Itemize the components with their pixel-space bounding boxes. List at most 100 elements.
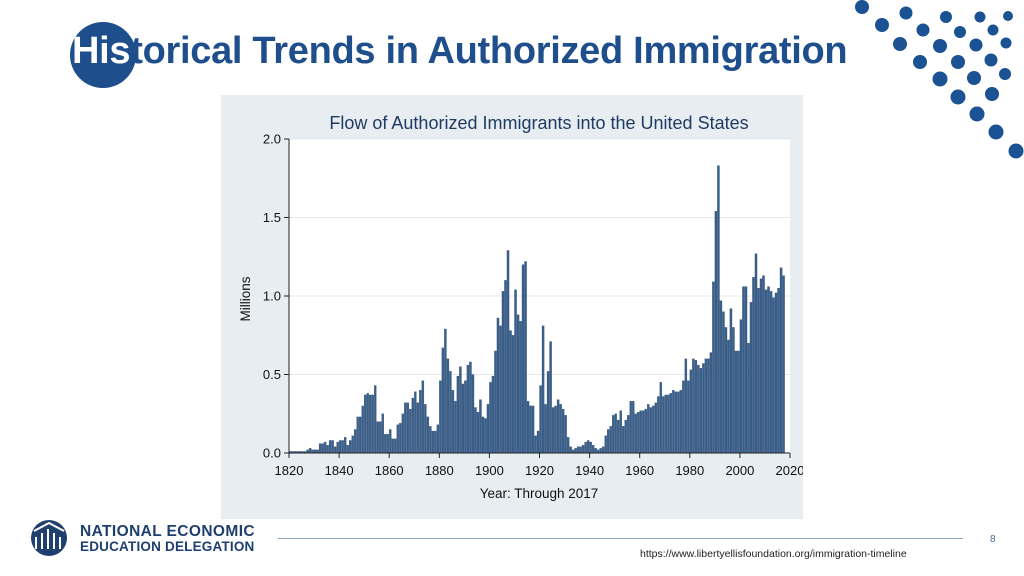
bar-1844: [348, 440, 352, 454]
dot: [950, 89, 966, 105]
bar-1893: [471, 374, 475, 454]
bar-2009: [762, 275, 765, 454]
bar-1923: [546, 371, 550, 454]
bar-1954: [624, 419, 627, 454]
bar-1889: [461, 383, 465, 454]
page-number: 8: [990, 534, 996, 545]
bar-1987: [707, 358, 710, 454]
bar-2008: [759, 278, 763, 454]
immigration-bar-chart: 0.0 0.5 1.0 1.5 2.0 1820 1840 1860 1880 1900 1920…: [238, 113, 803, 501]
bar-1894: [474, 407, 477, 454]
bar-2011: [767, 286, 770, 454]
bar-1969: [662, 396, 665, 454]
dot: [940, 11, 952, 23]
bar-1843: [346, 445, 349, 454]
bar-1916: [529, 405, 532, 454]
bar-1845: [351, 435, 354, 454]
dot: [969, 106, 985, 122]
bar-1842: [343, 437, 347, 454]
bar-1852: [369, 394, 372, 454]
bar-1854: [374, 385, 377, 454]
bar-1946: [604, 435, 607, 454]
bar-1926: [554, 405, 557, 454]
bar-1998: [734, 350, 738, 454]
bar-1885: [451, 390, 455, 454]
bar-1941: [591, 445, 595, 454]
y-axis-label: Millions: [238, 276, 253, 321]
bar-1903: [496, 317, 500, 454]
bar-1882: [444, 328, 447, 454]
bar-1912: [519, 320, 522, 454]
bar-1997: [732, 327, 735, 454]
bar-1950: [614, 413, 617, 454]
dot: [984, 53, 998, 67]
bar-1886: [454, 401, 457, 454]
bar-1944: [599, 448, 602, 454]
bar-1958: [634, 413, 637, 454]
bar-1891: [466, 364, 470, 454]
x-axis-label: Year: Through 2017: [480, 486, 599, 501]
bar-1942: [594, 448, 597, 454]
bar-1979: [687, 380, 690, 454]
bar-2004: [749, 302, 753, 454]
bar-1867: [406, 402, 410, 454]
bar-1937: [581, 445, 585, 454]
bar-1988: [709, 352, 713, 454]
bar-1859: [386, 434, 389, 454]
bar-1897: [481, 416, 485, 454]
bar-1848: [359, 416, 362, 454]
bar-2002: [744, 286, 748, 454]
bar-1957: [632, 401, 635, 454]
bar-1908: [509, 330, 512, 454]
bar-1876: [429, 426, 432, 454]
bar-1898: [484, 418, 487, 454]
dot: [932, 71, 948, 87]
chart-title: Flow of Authorized Immigrants into the U…: [329, 113, 748, 133]
bar-1835: [326, 445, 329, 454]
dot: [899, 6, 913, 20]
bar-1861: [391, 438, 394, 454]
bar-1840: [338, 440, 342, 454]
bar-1948: [609, 426, 612, 454]
bar-2016: [779, 267, 783, 454]
y-tick-label: 1.0: [263, 289, 281, 304]
bar-1841: [341, 440, 344, 454]
source-url[interactable]: https://www.libertyellisfoundation.org/i…: [640, 548, 907, 560]
x-tick-label: 1960: [625, 463, 654, 478]
bar-1922: [544, 404, 547, 454]
bar-1899: [486, 404, 490, 454]
bar-1857: [381, 413, 384, 454]
x-tick-label: 1880: [425, 463, 454, 478]
bar-1945: [602, 446, 605, 454]
bar-1995: [727, 339, 730, 454]
bar-1838: [333, 446, 337, 454]
bar-1981: [692, 358, 695, 454]
bar-1873: [421, 380, 425, 454]
bar-1858: [384, 434, 387, 454]
bar-2005: [752, 277, 755, 454]
bar-1851: [366, 393, 369, 454]
bar-1935: [576, 446, 580, 454]
y-tick-label: 0.5: [263, 367, 281, 382]
bar-1960: [639, 410, 642, 454]
bar-1955: [627, 415, 630, 454]
dot: [967, 71, 981, 85]
dot: [951, 55, 965, 69]
bar-1888: [459, 366, 462, 454]
x-tick-label: 1860: [375, 463, 404, 478]
bar-1849: [361, 405, 364, 454]
bar-1836: [328, 440, 332, 454]
footer-divider: [278, 538, 963, 539]
bar-1972: [669, 393, 673, 454]
x-tick-label: 1900: [475, 463, 504, 478]
bar-1931: [566, 437, 570, 454]
bar-1896: [479, 399, 482, 454]
bar-1921: [541, 325, 545, 454]
bar-2015: [777, 288, 780, 454]
bar-1965: [652, 405, 655, 454]
bar-1985: [702, 363, 705, 454]
bar-1887: [456, 375, 460, 454]
dot: [985, 87, 999, 101]
bar-1996: [729, 308, 733, 454]
bar-1928: [559, 404, 562, 454]
